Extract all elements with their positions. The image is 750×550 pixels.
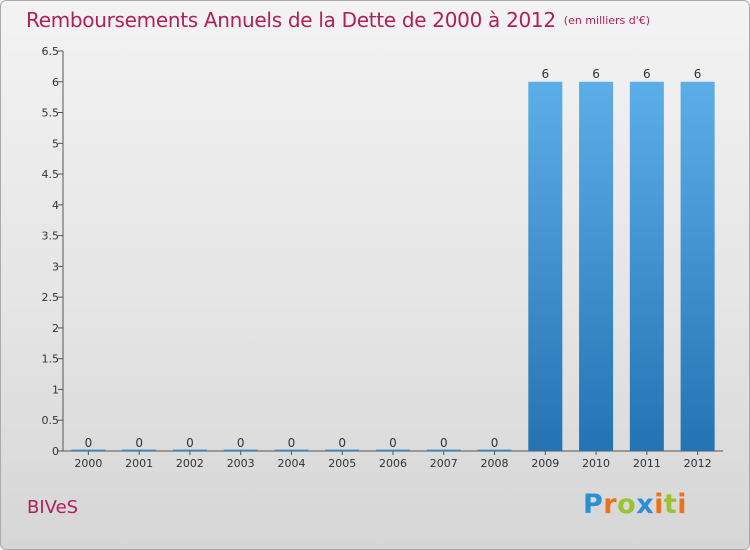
x-tick-label: 2002 xyxy=(176,457,204,470)
y-tick-label: 3 xyxy=(52,260,59,273)
logo-letter: x xyxy=(636,489,655,520)
y-tick-label: 4 xyxy=(52,199,59,212)
logo-letter: i xyxy=(654,489,664,520)
data-label: 0 xyxy=(288,436,296,450)
bar xyxy=(629,81,664,452)
bar xyxy=(172,449,207,451)
y-tick-label: 3.5 xyxy=(42,230,60,243)
proxiti-logo[interactable]: Proxiti xyxy=(583,489,687,520)
data-label: 0 xyxy=(186,436,194,450)
x-tick-label: 2001 xyxy=(125,457,153,470)
logo-letter: i xyxy=(677,489,688,520)
data-label: 0 xyxy=(389,436,397,450)
chart-title: Remboursements Annuels de la Dette de 20… xyxy=(26,8,650,32)
data-label: 6 xyxy=(694,67,702,81)
bar xyxy=(274,449,309,451)
data-label: 6 xyxy=(592,67,600,81)
x-tick-label: 2012 xyxy=(684,457,712,470)
y-tick-label: 2 xyxy=(52,322,59,335)
y-tick-label: 0.5 xyxy=(42,414,60,427)
bar xyxy=(477,449,512,451)
x-tick-label: 2009 xyxy=(531,457,559,470)
logo-letter: r xyxy=(603,489,618,520)
x-tick-label: 2005 xyxy=(328,457,356,470)
y-tick-label: 1.5 xyxy=(42,353,60,366)
data-label: 0 xyxy=(237,436,245,450)
logo-letter: P xyxy=(583,489,604,520)
x-tick-label: 2004 xyxy=(277,457,305,470)
x-tick-label: 2000 xyxy=(74,457,102,470)
x-tick-label: 2003 xyxy=(227,457,255,470)
x-tick-label: 2010 xyxy=(582,457,610,470)
data-label: 0 xyxy=(440,436,448,450)
y-tick-label: 0 xyxy=(52,445,59,458)
y-tick-label: 1 xyxy=(52,383,59,396)
bar xyxy=(528,81,563,452)
y-tick-label: 2.5 xyxy=(42,291,60,304)
bar xyxy=(223,449,258,451)
bar xyxy=(375,449,411,451)
bar xyxy=(680,81,715,452)
bar xyxy=(71,449,106,451)
data-label: 0 xyxy=(338,436,346,450)
logo-letter: t xyxy=(663,489,678,520)
data-label: 0 xyxy=(491,436,499,450)
y-tick-label: 5.5 xyxy=(42,107,60,120)
data-label: 0 xyxy=(135,436,143,450)
data-label: 6 xyxy=(541,67,549,81)
y-tick-label: 6.5 xyxy=(42,45,60,58)
bar xyxy=(579,81,614,452)
x-tick-label: 2011 xyxy=(633,457,661,470)
logo-letter: o xyxy=(617,489,637,520)
y-tick-label: 4.5 xyxy=(42,168,60,181)
x-tick-label: 2006 xyxy=(379,457,407,470)
bar xyxy=(325,449,360,451)
data-label: 6 xyxy=(643,67,651,81)
x-tick-label: 2008 xyxy=(481,457,509,470)
x-tick-label: 2007 xyxy=(430,457,458,470)
bar xyxy=(122,449,157,451)
y-tick-label: 5 xyxy=(52,137,59,150)
unit-label: (en milliers d'€) xyxy=(563,14,651,27)
title-text: Remboursements Annuels de la Dette de 20… xyxy=(26,8,556,32)
data-label: 0 xyxy=(85,436,93,450)
commune-name: BIVeS xyxy=(27,497,79,518)
y-tick-label: 6 xyxy=(52,76,59,89)
bar xyxy=(426,449,461,451)
